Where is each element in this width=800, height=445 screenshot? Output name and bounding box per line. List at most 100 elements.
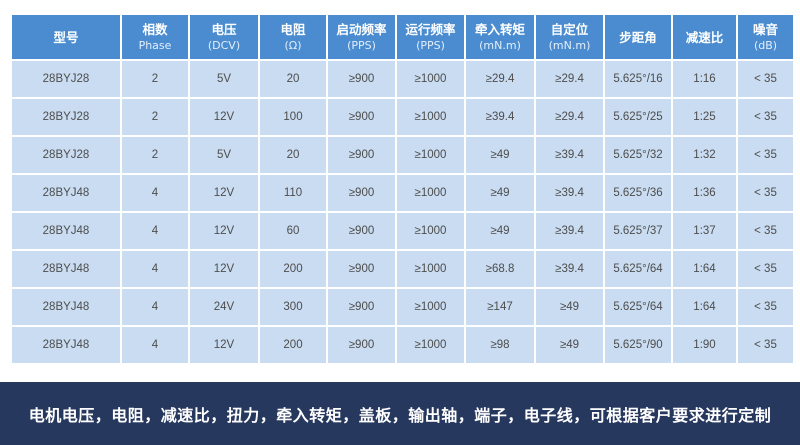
table-cell-start-frequency: ≥900 [328, 61, 395, 97]
table-cell-detent-torque: ≥49 [536, 289, 603, 325]
table-cell-noise: < 35 [738, 61, 793, 97]
table-row: 28BYJ28 2 5V 20 ≥900 ≥1000 ≥49 ≥39.4 5.625°/32 1:… [12, 137, 793, 173]
column-header-voltage: 电压 (DCV) [190, 15, 258, 59]
column-header-run-frequency: 运行频率 (PPS) [397, 15, 464, 59]
table-cell-start-frequency: ≥900 [328, 213, 395, 249]
table-cell-detent-torque: ≥39.4 [536, 251, 603, 287]
table-cell-voltage: 24V [190, 289, 258, 325]
column-header-resistance: 电阻 (Ω) [260, 15, 326, 59]
table-cell-noise: < 35 [738, 213, 793, 249]
table-cell-run-frequency: ≥1000 [397, 61, 464, 97]
table-cell-resistance: 20 [260, 137, 326, 173]
table-cell-noise: < 35 [738, 289, 793, 325]
table-cell-run-frequency: ≥1000 [397, 213, 464, 249]
column-header-unit: (dB) [753, 39, 778, 52]
table-cell-voltage: 12V [190, 99, 258, 135]
table-cell-start-frequency: ≥900 [328, 99, 395, 135]
table-cell-start-frequency: ≥900 [328, 175, 395, 211]
table-cell-model: 28BYJ48 [12, 251, 120, 287]
column-header-unit: Phase [138, 39, 172, 52]
table-row: 28BYJ28 2 5V 20 ≥900 ≥1000 ≥29.4 ≥29.4 5.625°/16… [12, 61, 793, 97]
table-cell-run-frequency: ≥1000 [397, 175, 464, 211]
table-cell-step-angle: 5.625°/32 [605, 137, 671, 173]
column-header-unit: (PPS) [416, 39, 445, 52]
table-cell-model: 28BYJ48 [12, 289, 120, 325]
table-cell-model: 28BYJ28 [12, 137, 120, 173]
column-header-unit: (mN.m) [548, 39, 591, 52]
table-cell-reduction-ratio: 1:64 [673, 289, 736, 325]
table-cell-model: 28BYJ48 [12, 327, 120, 363]
table-cell-start-frequency: ≥900 [328, 251, 395, 287]
column-header-reduction-ratio: 减速比 [673, 15, 736, 59]
column-header-label: 型号 [53, 29, 79, 45]
table-cell-resistance: 200 [260, 251, 326, 287]
table-row: 28BYJ48 4 24V 300 ≥900 ≥1000 ≥147 ≥49 5.625°/64 1… [12, 289, 793, 325]
column-header-label: 启动频率 [336, 22, 387, 37]
table-cell-pull-in-torque: ≥29.4 [466, 61, 534, 97]
table-cell-run-frequency: ≥1000 [397, 251, 464, 287]
table-cell-noise: < 35 [738, 175, 793, 211]
customization-note: 电机电压，电阻，减速比，扭力，牵入转矩，盖板，输出轴，端子，电子线，可根据客户要… [28, 405, 772, 425]
table-cell-phase: 2 [122, 137, 188, 173]
table-header-row: 型号 相数 Phase 电压 (DCV) 电阻 (Ω) 启动频率 (PPS) 运行频率 (PPS) 牵… [12, 15, 793, 59]
table-row: 28BYJ48 4 12V 200 ≥900 ≥1000 ≥98 ≥49 5.625°/90 1:… [12, 327, 793, 363]
table-cell-voltage: 12V [190, 175, 258, 211]
column-header-label: 自定位 [550, 22, 589, 37]
table-cell-reduction-ratio: 1:64 [673, 251, 736, 287]
spec-table-container: 型号 相数 Phase 电压 (DCV) 电阻 (Ω) 启动频率 (PPS) 运行频率 (PPS) 牵… [10, 13, 793, 365]
table-cell-voltage: 12V [190, 327, 258, 363]
table-cell-phase: 4 [122, 327, 188, 363]
column-header-pull-in-torque: 牵入转矩 (mN.m) [466, 15, 534, 59]
table-cell-resistance: 20 [260, 61, 326, 97]
motor-spec-table: 型号 相数 Phase 电压 (DCV) 电阻 (Ω) 启动频率 (PPS) 运行频率 (PPS) 牵… [10, 13, 795, 365]
table-cell-reduction-ratio: 1:25 [673, 99, 736, 135]
table-cell-resistance: 110 [260, 175, 326, 211]
column-header-unit: (DCV) [207, 39, 241, 52]
table-cell-step-angle: 5.625°/36 [605, 175, 671, 211]
table-cell-run-frequency: ≥1000 [397, 99, 464, 135]
column-header-detent-torque: 自定位 (mN.m) [536, 15, 603, 59]
column-header-label: 噪音 [752, 22, 778, 37]
table-cell-pull-in-torque: ≥147 [466, 289, 534, 325]
column-header-step-angle: 步距角 [605, 15, 671, 59]
column-header-noise: 噪音 (dB) [738, 15, 793, 59]
table-cell-detent-torque: ≥39.4 [536, 213, 603, 249]
table-cell-model: 28BYJ48 [12, 175, 120, 211]
column-header-unit: (mN.m) [479, 39, 521, 52]
table-cell-phase: 2 [122, 99, 188, 135]
table-cell-phase: 2 [122, 61, 188, 97]
table-row: 28BYJ28 2 12V 100 ≥900 ≥1000 ≥39.4 ≥29.4 5.625°/… [12, 99, 793, 135]
column-header-label: 减速比 [685, 29, 724, 45]
table-cell-start-frequency: ≥900 [328, 137, 395, 173]
column-header-label: 电阻 [280, 22, 306, 37]
table-cell-model: 28BYJ48 [12, 213, 120, 249]
table-cell-voltage: 12V [190, 213, 258, 249]
table-cell-run-frequency: ≥1000 [397, 327, 464, 363]
table-cell-reduction-ratio: 1:16 [673, 61, 736, 97]
table-cell-step-angle: 5.625°/37 [605, 213, 671, 249]
table-cell-step-angle: 5.625°/16 [605, 61, 671, 97]
table-cell-noise: < 35 [738, 137, 793, 173]
table-cell-reduction-ratio: 1:90 [673, 327, 736, 363]
column-header-start-frequency: 启动频率 (PPS) [328, 15, 395, 59]
table-cell-resistance: 100 [260, 99, 326, 135]
table-cell-noise: < 35 [738, 327, 793, 363]
table-cell-pull-in-torque: ≥39.4 [466, 99, 534, 135]
table-cell-phase: 4 [122, 251, 188, 287]
table-cell-reduction-ratio: 1:32 [673, 137, 736, 173]
column-header-phase: 相数 Phase [122, 15, 188, 59]
table-cell-detent-torque: ≥39.4 [536, 175, 603, 211]
table-row: 28BYJ48 4 12V 110 ≥900 ≥1000 ≥49 ≥39.4 5.625°/36… [12, 175, 793, 211]
table-cell-noise: < 35 [738, 99, 793, 135]
table-cell-detent-torque: ≥49 [536, 327, 603, 363]
column-header-label: 运行频率 [405, 22, 456, 37]
table-cell-phase: 4 [122, 289, 188, 325]
table-body: 28BYJ28 2 5V 20 ≥900 ≥1000 ≥29.4 ≥29.4 5.625°/16… [12, 61, 793, 363]
column-header-label: 相数 [142, 22, 168, 37]
table-cell-step-angle: 5.625°/64 [605, 251, 671, 287]
column-header-label: 牵入转矩 [474, 22, 525, 37]
table-cell-model: 28BYJ28 [12, 99, 120, 135]
table-cell-resistance: 300 [260, 289, 326, 325]
table-cell-run-frequency: ≥1000 [397, 289, 464, 325]
table-cell-pull-in-torque: ≥68.8 [466, 251, 534, 287]
